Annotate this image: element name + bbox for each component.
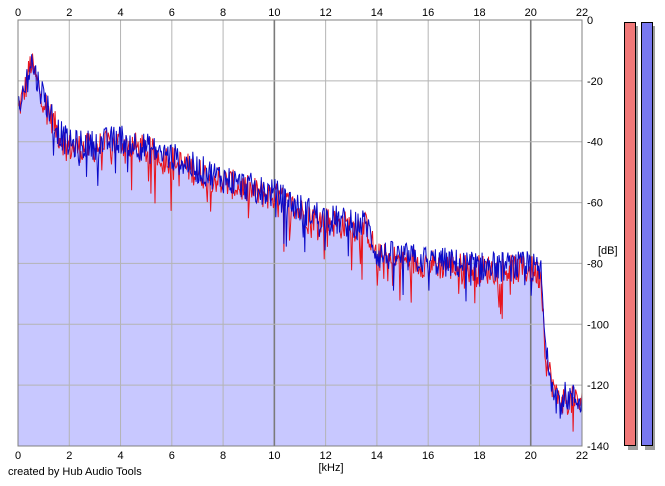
- x-tick-label-top: 22: [576, 7, 588, 19]
- x-tick-label-top: 4: [117, 7, 123, 19]
- x-tick-label-top: 20: [525, 7, 537, 19]
- x-tick-label-top: 18: [473, 7, 485, 19]
- credit-text: created by Hub Audio Tools: [8, 466, 142, 478]
- x-tick-label-bottom: 8: [220, 450, 226, 462]
- x-tick-label-top: 16: [422, 7, 434, 19]
- x-tick-label-top: 0: [15, 7, 21, 19]
- x-tick-label-bottom: 0: [15, 450, 21, 462]
- y-tick-label: -60: [587, 198, 603, 210]
- right-level-meter: [641, 22, 653, 446]
- x-tick-label-top: 8: [220, 7, 226, 19]
- x-tick-label-bottom: 16: [422, 450, 434, 462]
- y-tick-label: -20: [587, 76, 603, 88]
- x-tick-label-top: 10: [268, 7, 280, 19]
- x-tick-label-bottom: 18: [473, 450, 485, 462]
- y-tick-label: 0: [587, 15, 593, 27]
- y-tick-label: -80: [587, 258, 603, 270]
- right-channel-line: [17, 54, 583, 419]
- x-tick-label-bottom: 6: [169, 450, 175, 462]
- y-tick-label: -140: [587, 441, 609, 453]
- y-tick-label: -40: [587, 137, 603, 149]
- x-axis-label: [kHz]: [318, 462, 343, 474]
- x-tick-label-top: 6: [169, 7, 175, 19]
- y-tick-label: -120: [587, 380, 609, 392]
- x-tick-label-bottom: 2: [66, 450, 72, 462]
- x-tick-label-bottom: 12: [320, 450, 332, 462]
- x-tick-label-top: 12: [320, 7, 332, 19]
- left-level-meter: [624, 22, 636, 446]
- x-tick-label-bottom: 20: [525, 450, 537, 462]
- x-tick-label-top: 2: [66, 7, 72, 19]
- x-tick-label-bottom: 14: [371, 450, 383, 462]
- x-tick-label-bottom: 4: [117, 450, 123, 462]
- x-tick-label-top: 14: [371, 7, 383, 19]
- x-tick-label-bottom: 22: [576, 450, 588, 462]
- spectrum-fill: [18, 54, 582, 447]
- y-tick-label: -100: [587, 319, 609, 331]
- y-axis-label: [dB]: [598, 245, 618, 257]
- x-tick-label-bottom: 10: [268, 450, 280, 462]
- plot-frame: [17, 19, 583, 447]
